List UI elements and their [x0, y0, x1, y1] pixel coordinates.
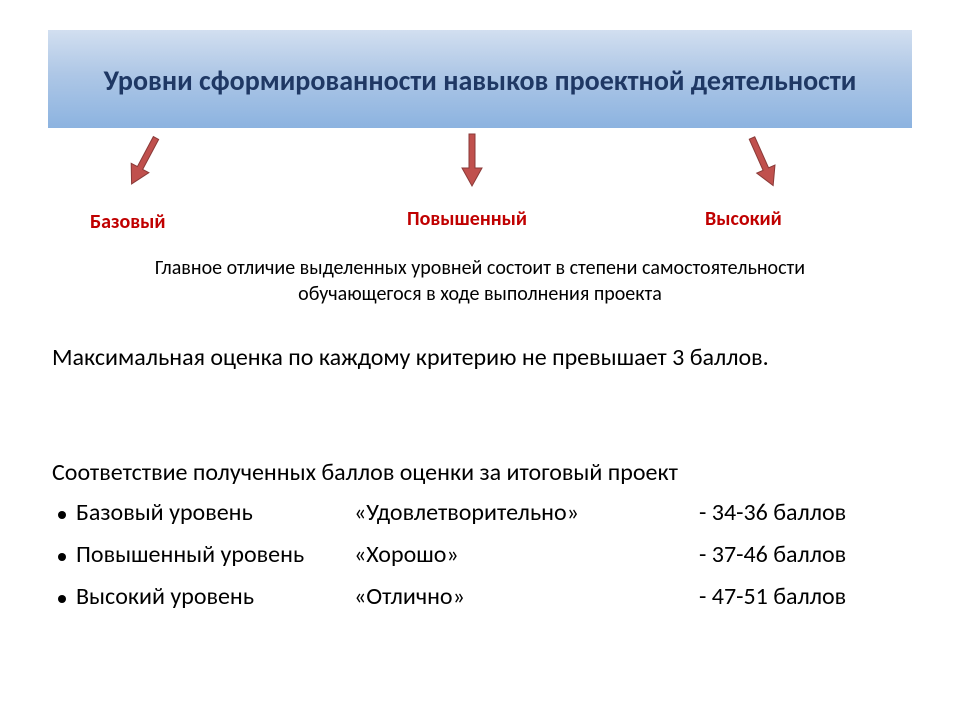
list-item: Повышенный уровень «Хорошо» - 37-46 балл… [52, 534, 922, 576]
row-score: - 34-36 баллов [699, 492, 906, 534]
row-level: Повышенный уровень [76, 534, 354, 576]
title-text: Уровни сформированности навыков проектно… [104, 63, 857, 98]
title-box: Уровни сформированности навыков проектно… [48, 30, 912, 128]
grade-list: Базовый уровень «Удовлетворительно» - 34… [52, 492, 922, 618]
row-level: Базовый уровень [76, 492, 354, 534]
level-advanced: Повышенный [407, 207, 527, 231]
row-grade: «Отлично» [354, 576, 699, 618]
row-grade: «Удовлетворительно» [354, 492, 699, 534]
correspondence-title: Соответствие полученных баллов оценки за… [52, 450, 922, 496]
arrow-to-advanced [452, 128, 492, 198]
list-item: Высокий уровень «Отлично» - 47-51 баллов [52, 576, 922, 618]
list-item: Базовый уровень «Удовлетворительно» - 34… [52, 492, 922, 534]
max-score-text: Максимальная оценка по каждому критерию … [52, 335, 922, 381]
row-score: - 37-46 баллов [699, 534, 906, 576]
level-basic: Базовый [90, 210, 166, 234]
level-high: Высокий [705, 207, 782, 231]
arrow-to-basic [126, 128, 186, 208]
row-score: - 47-51 баллов [699, 576, 906, 618]
slide: Уровни сформированности навыков проектно… [0, 0, 960, 720]
subtitle-text: Главное отличие выделенных уровней состо… [120, 255, 840, 307]
arrow-to-high [722, 128, 782, 208]
row-grade: «Хорошо» [354, 534, 699, 576]
row-level: Высокий уровень [76, 576, 354, 618]
